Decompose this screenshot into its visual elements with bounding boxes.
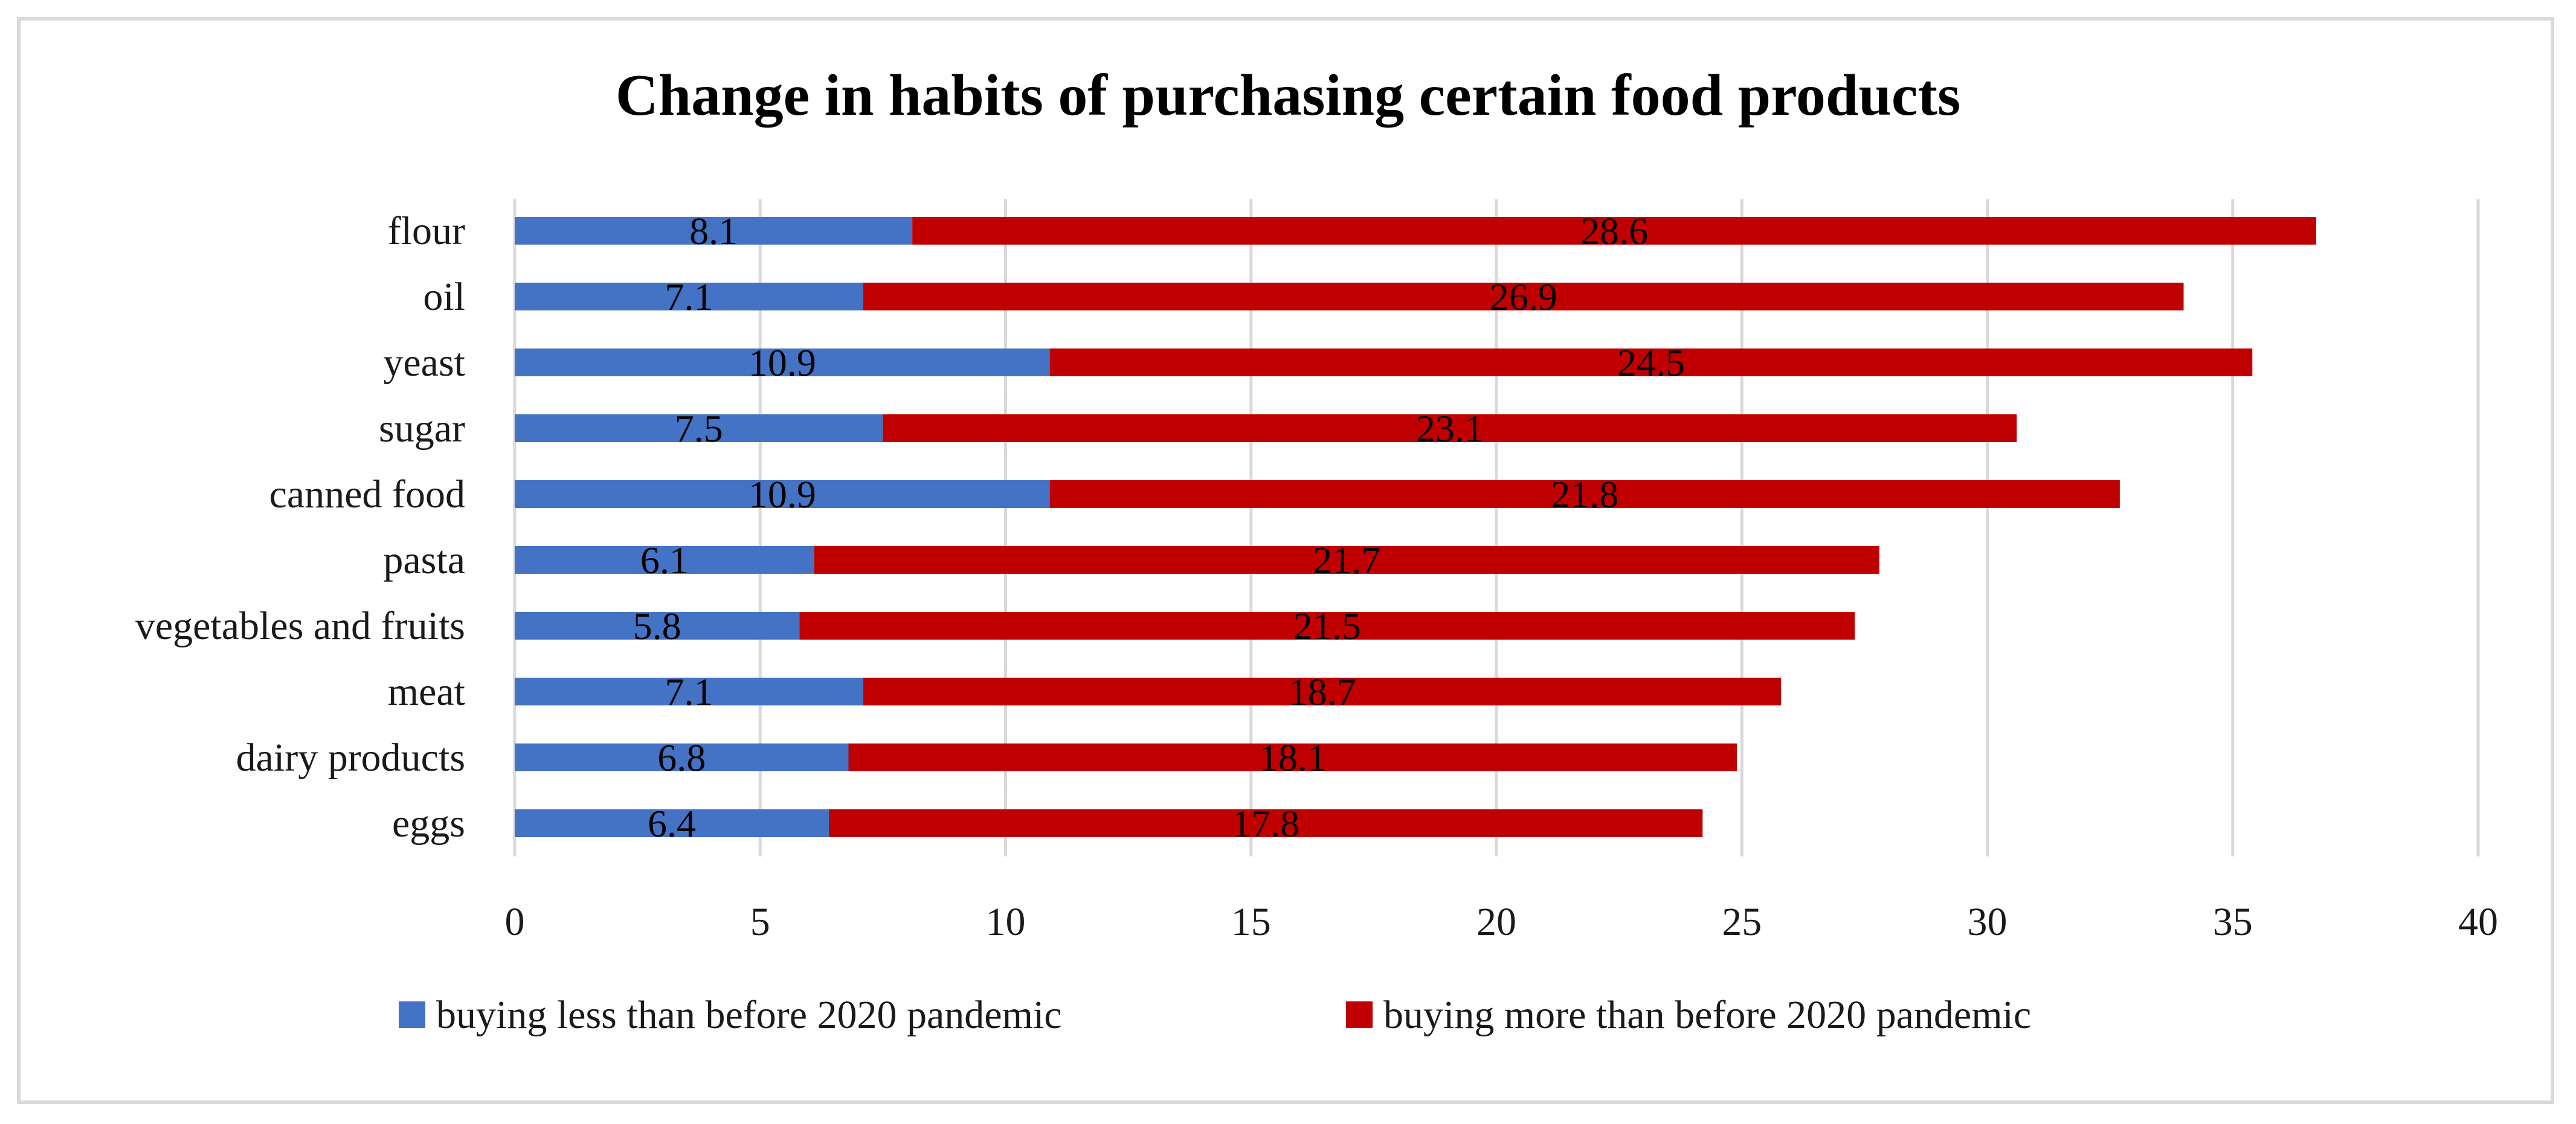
data-label-more: 26.9: [1490, 275, 1557, 318]
legend: buying less than before 2020 pandemic buy…: [399, 993, 2031, 1037]
bar-more: [814, 546, 1879, 574]
value-axis: 0 5 10 15 20 25 30 35 40: [505, 900, 2499, 944]
category-label: meat: [388, 670, 465, 714]
data-label-less: 7.5: [675, 407, 723, 450]
category-label: vegetables and fruits: [135, 604, 465, 648]
data-label-more: 17.8: [1232, 802, 1299, 845]
data-label-more: 28.6: [1580, 210, 1648, 252]
x-tick-label: 35: [2213, 900, 2253, 944]
chart-title: Change in habits of purchasing certain f…: [616, 63, 1960, 128]
bar-more: [912, 217, 2316, 245]
data-label-more: 24.5: [1617, 341, 1685, 384]
bar-more: [1049, 348, 2253, 376]
bar-less: [515, 283, 863, 310]
category-label: sugar: [379, 406, 465, 451]
bar-more: [799, 612, 1855, 640]
data-label-less: 6.8: [657, 736, 706, 779]
x-tick-label: 0: [505, 900, 525, 944]
x-tick-label: 25: [1722, 900, 1762, 944]
legend-label-more: buying more than before 2020 pandemic: [1383, 993, 2031, 1037]
data-label-less: 10.9: [749, 473, 816, 516]
bar-less: [515, 217, 913, 245]
data-label-more: 21.5: [1293, 605, 1361, 647]
bar-less: [515, 612, 800, 640]
bars: [515, 217, 2316, 837]
x-tick-label: 15: [1231, 900, 1271, 944]
data-label-less: 10.9: [749, 341, 816, 384]
data-label-less: 6.1: [640, 539, 689, 582]
data-label-less: 8.1: [689, 210, 738, 252]
bar-less: [515, 743, 849, 771]
bar-more: [863, 678, 1782, 705]
x-tick-label: 40: [2458, 900, 2498, 944]
x-tick-label: 20: [1476, 900, 1516, 944]
data-label-more: 18.7: [1289, 670, 1356, 713]
data-label-more: 18.1: [1259, 736, 1327, 779]
category-label: canned food: [269, 472, 465, 516]
bar-less: [515, 678, 863, 705]
bar-less: [515, 809, 829, 837]
category-label: dairy products: [236, 736, 465, 780]
category-label: pasta: [383, 538, 465, 582]
data-label-less: 7.1: [665, 670, 713, 713]
bar-less: [515, 546, 814, 574]
category-label: yeast: [383, 341, 465, 385]
category-label: oil: [423, 275, 465, 319]
category-label: flour: [388, 209, 465, 253]
legend-swatch-more: [1346, 1001, 1373, 1028]
x-tick-label: 10: [986, 900, 1026, 944]
bar-more: [883, 414, 2017, 442]
bar-less: [515, 480, 1050, 508]
data-label-less: 7.1: [665, 275, 713, 318]
bar-more: [1049, 480, 2120, 508]
data-label-more: 23.1: [1416, 407, 1484, 450]
category-axis: flour oil yeast sugar canned food pasta vegeta…: [135, 209, 465, 846]
bar-less: [515, 414, 883, 442]
data-labels: 8.1 28.6 7.1 26.9 10.9 24.5 7.5 23.1 10.9 21.8 6.1…: [633, 210, 1685, 845]
legend-swatch-less: [399, 1001, 425, 1028]
bar-more: [848, 743, 1737, 771]
x-tick-label: 5: [750, 900, 770, 944]
legend-label-less: buying less than before 2020 pandemic: [436, 993, 1062, 1037]
bar-more: [829, 809, 1703, 837]
data-label-more: 21.8: [1551, 473, 1618, 516]
bar-more: [863, 283, 2184, 310]
x-tick-label: 30: [1968, 900, 2008, 944]
data-label-less: 5.8: [633, 605, 681, 647]
bar-less: [515, 348, 1050, 376]
category-label: eggs: [392, 801, 465, 846]
data-label-less: 6.4: [648, 802, 696, 845]
data-label-more: 21.7: [1313, 539, 1380, 582]
